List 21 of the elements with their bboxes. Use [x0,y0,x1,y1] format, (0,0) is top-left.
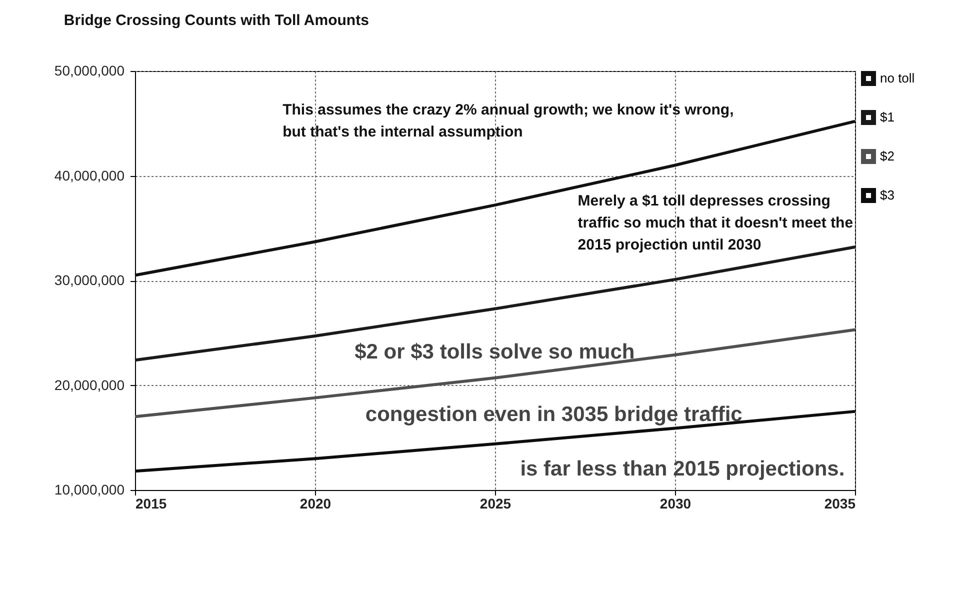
y-tick-label: 40,000,000 [54,167,125,184]
x-tick-label: 2030 [660,496,692,512]
x-tick-label: 2035 [824,496,856,512]
chart-title: Bridge Crossing Counts with Toll Amounts [64,12,369,29]
x-tick-label: 2020 [300,496,332,512]
line-series [134,120,856,277]
x-tick-label: 2015 [136,496,167,512]
x-tick-label: 2025 [480,496,512,512]
annotation: is far less than 2015 projections. [520,458,845,481]
y-tick-label: 30,000,000 [54,272,125,288]
legend-label: $1 [880,110,894,124]
annotation: congestion even in 3035 bridge traffic [365,403,743,426]
annotation: This assumes the crazy 2% annual growth; we know it's wrong, but that's the internal assumption [282,101,734,140]
legend-label: $3 [880,188,894,202]
y-tick-label: 50,000,000 [54,62,125,78]
y-tick-label: 10,000,000 [54,482,125,498]
legend-label: $2 [880,148,894,164]
annotation: Merely a $1 toll depresses crossing traffic so much that it doesn't meet the 2015 projection until 2030 [578,192,854,254]
annotation: $2 or $3 tolls solve so much [354,340,635,364]
y-tick-label: 20,000,000 [54,376,125,393]
legend-label: no toll [880,70,915,86]
